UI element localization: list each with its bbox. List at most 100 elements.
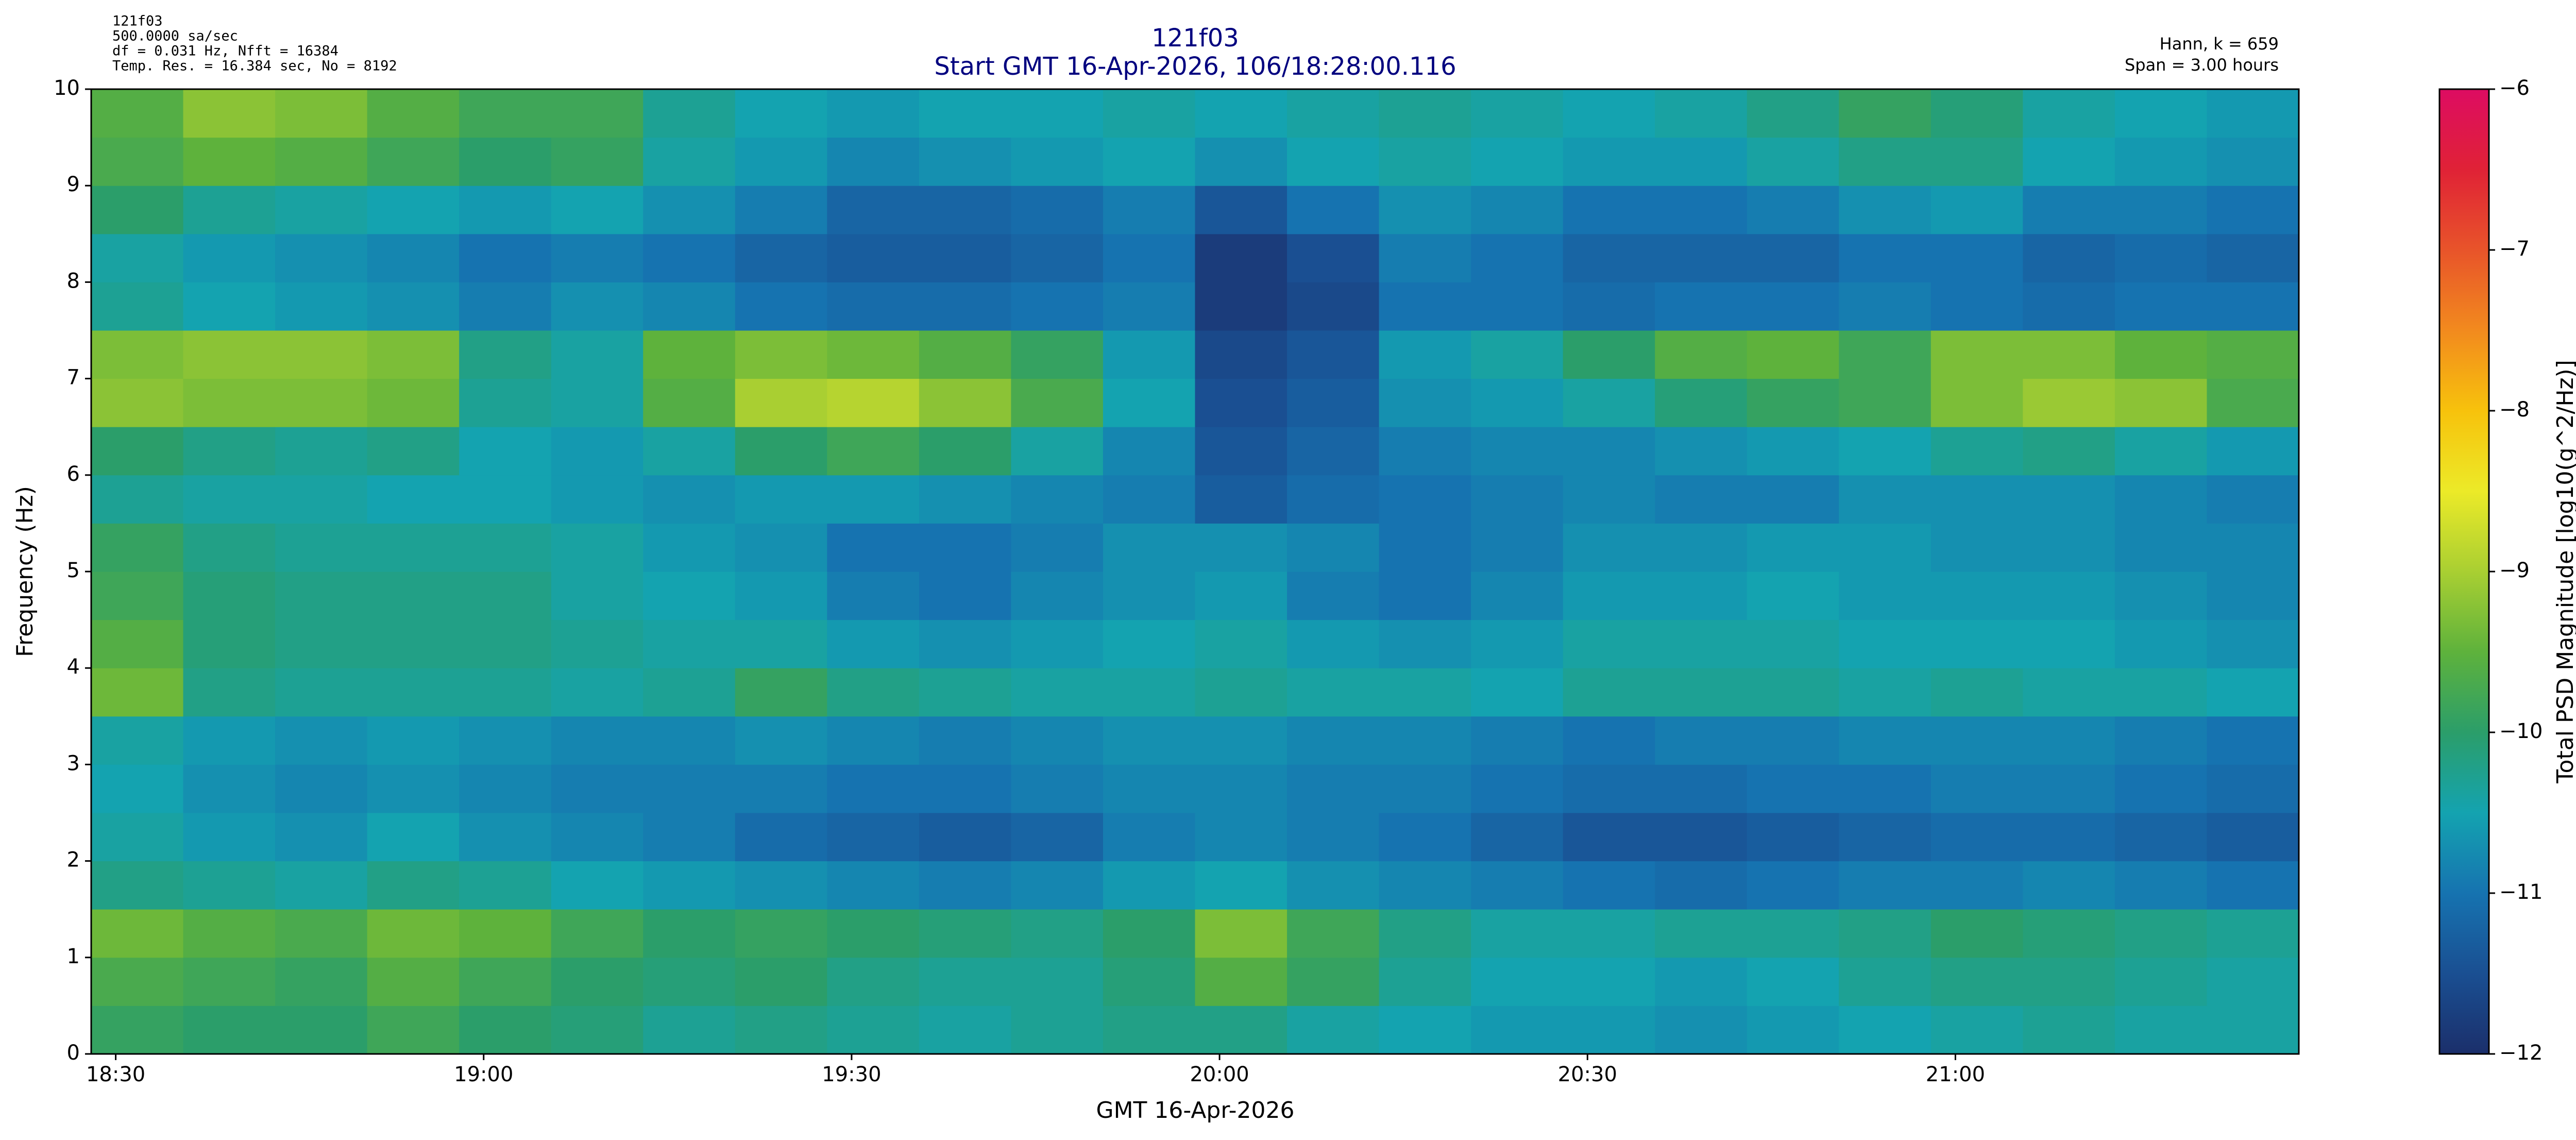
heatmap-cell bbox=[2023, 330, 2115, 379]
heatmap-cell bbox=[735, 186, 827, 234]
heatmap-cell bbox=[2207, 909, 2299, 958]
heatmap-cell bbox=[1930, 523, 2023, 572]
heatmap-cell bbox=[275, 861, 368, 910]
heatmap-cell bbox=[1839, 475, 1931, 524]
heatmap-cell bbox=[1655, 427, 1748, 476]
heatmap-cell bbox=[1930, 233, 2023, 282]
heatmap-cell bbox=[1930, 909, 2023, 958]
heatmap-cell bbox=[919, 861, 1011, 910]
heatmap-cell bbox=[1379, 378, 1471, 427]
heatmap-cell bbox=[643, 282, 736, 331]
heatmap-cell bbox=[1103, 813, 1195, 862]
heatmap-cell bbox=[183, 1005, 276, 1054]
heatmap-cell bbox=[1103, 523, 1195, 572]
heatmap-cell bbox=[1747, 668, 1839, 717]
heatmap-cell bbox=[2114, 619, 2207, 668]
heatmap-cell bbox=[2207, 475, 2299, 524]
heatmap-cell bbox=[1287, 137, 1380, 186]
y-tick-label: 10 bbox=[54, 76, 80, 100]
heatmap-cell bbox=[1563, 427, 1655, 476]
heatmap-cell bbox=[1379, 233, 1471, 282]
heatmap-cell bbox=[1287, 813, 1380, 862]
heatmap-cell bbox=[1011, 282, 1104, 331]
heatmap-cell bbox=[275, 427, 368, 476]
heatmap-cell bbox=[1011, 909, 1104, 958]
heatmap-cell bbox=[643, 813, 736, 862]
heatmap-cell bbox=[1471, 378, 1564, 427]
heatmap-cell bbox=[2023, 427, 2115, 476]
heatmap-cell bbox=[459, 619, 552, 668]
heatmap-cell bbox=[919, 909, 1011, 958]
heatmap-cell bbox=[551, 716, 643, 765]
heatmap-cell bbox=[643, 1005, 736, 1054]
heatmap-cell bbox=[551, 89, 643, 138]
heatmap-cell bbox=[1839, 523, 1931, 572]
heatmap-cell bbox=[91, 378, 184, 427]
heatmap-cell bbox=[1011, 186, 1104, 234]
heatmap-cell bbox=[1471, 764, 1564, 813]
heatmap-cell bbox=[459, 475, 552, 524]
colorbar-tick-label: −7 bbox=[2499, 237, 2530, 261]
y-axis-label: Frequency (Hz) bbox=[12, 486, 38, 657]
heatmap-cell bbox=[2023, 716, 2115, 765]
heatmap-cell bbox=[1839, 909, 1931, 958]
heatmap-cell bbox=[1930, 572, 2023, 621]
heatmap-cell bbox=[275, 233, 368, 282]
y-tick-label: 9 bbox=[67, 173, 80, 196]
heatmap-cell bbox=[1563, 282, 1655, 331]
heatmap-cell bbox=[2023, 523, 2115, 572]
heatmap-cell bbox=[91, 909, 184, 958]
heatmap-cell bbox=[183, 378, 276, 427]
heatmap-cell bbox=[735, 572, 827, 621]
heatmap-cell bbox=[551, 1005, 643, 1054]
heatmap-cell bbox=[183, 282, 276, 331]
heatmap-cell bbox=[367, 716, 460, 765]
heatmap-cell bbox=[1563, 764, 1655, 813]
x-tick-label: 19:00 bbox=[454, 1063, 513, 1086]
heatmap-cell bbox=[1655, 764, 1748, 813]
heatmap-cell bbox=[367, 861, 460, 910]
heatmap-cell bbox=[1195, 427, 1287, 476]
heatmap-cell bbox=[1195, 1005, 1287, 1054]
heatmap-cell bbox=[1930, 716, 2023, 765]
heatmap-cell bbox=[1747, 233, 1839, 282]
heatmap-cell bbox=[827, 330, 920, 379]
info-line: Temp. Res. = 16.384 sec, No = 8192 bbox=[112, 58, 397, 74]
heatmap-cell bbox=[1195, 475, 1287, 524]
heatmap-cell bbox=[1655, 475, 1748, 524]
heatmap-cell bbox=[1747, 427, 1839, 476]
heatmap-cell bbox=[1011, 619, 1104, 668]
heatmap-cell bbox=[2114, 282, 2207, 331]
heatmap-cell bbox=[1563, 89, 1655, 138]
heatmap-cell bbox=[367, 764, 460, 813]
heatmap-cell bbox=[551, 619, 643, 668]
heatmap-cell bbox=[2023, 764, 2115, 813]
heatmap-cell bbox=[919, 378, 1011, 427]
heatmap-cell bbox=[91, 427, 184, 476]
heatmap-cell bbox=[367, 668, 460, 717]
heatmap-cell bbox=[459, 523, 552, 572]
heatmap-cell bbox=[1839, 861, 1931, 910]
heatmap-cell bbox=[919, 233, 1011, 282]
heatmap-cell bbox=[1471, 572, 1564, 621]
heatmap-cell bbox=[551, 572, 643, 621]
heatmap-cell bbox=[1379, 619, 1471, 668]
info-right: Hann, k = 659 bbox=[2160, 34, 2279, 54]
heatmap-cell bbox=[1471, 619, 1564, 668]
heatmap-cell bbox=[1930, 282, 2023, 331]
heatmap-cell bbox=[459, 137, 552, 186]
heatmap-cell bbox=[1287, 716, 1380, 765]
heatmap-cell bbox=[1563, 619, 1655, 668]
heatmap-cell bbox=[1471, 523, 1564, 572]
heatmap-cell bbox=[919, 523, 1011, 572]
heatmap-cell bbox=[735, 813, 827, 862]
heatmap-cell bbox=[183, 475, 276, 524]
heatmap-cell bbox=[1379, 186, 1471, 234]
heatmap-cell bbox=[643, 330, 736, 379]
heatmap-cell bbox=[827, 572, 920, 621]
heatmap-cell bbox=[367, 282, 460, 331]
heatmap-cell bbox=[1195, 282, 1287, 331]
heatmap-cell bbox=[735, 716, 827, 765]
heatmap-cell bbox=[1930, 861, 2023, 910]
heatmap-cell bbox=[183, 813, 276, 862]
